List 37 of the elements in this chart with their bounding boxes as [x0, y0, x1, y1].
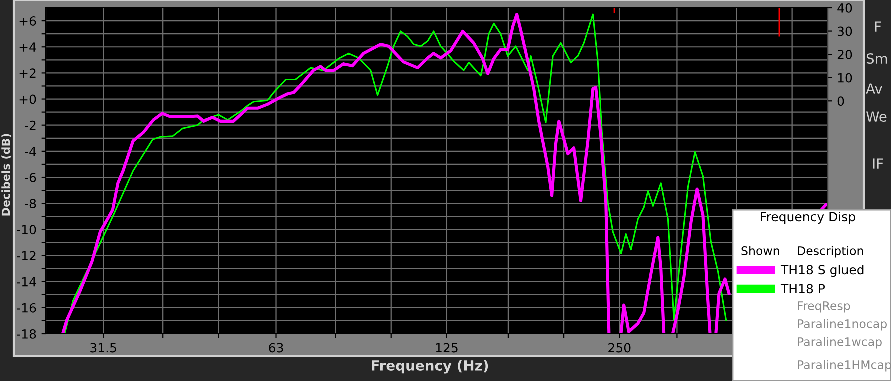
y-tick-label: -14 [17, 277, 36, 287]
text: IF [873, 158, 884, 169]
text: Av [866, 84, 882, 94]
text: Sm [866, 54, 888, 64]
y-tick-label: -4 [25, 147, 36, 156]
y-axis-title: Decibels (dB) [2, 134, 12, 216]
x-tick-label: 31.5 [90, 343, 116, 353]
y-tick-label: -10 [17, 225, 36, 235]
y2-tick-label: 40 [838, 3, 852, 13]
legend-label: TH18 S glued [780, 265, 864, 278]
y2-tick-label: 0 [838, 96, 844, 106]
y2-tick-label: 30 [838, 26, 852, 36]
y2-tick-label: 10 [838, 73, 852, 83]
y-tick-label: +4 [20, 42, 36, 52]
y-tick-label: -8 [25, 199, 36, 209]
y-tick-label: -2 [25, 120, 36, 130]
y-tick-label: -18 [17, 329, 36, 339]
annotation: Frequency Disp [761, 212, 856, 224]
text: Paraline1wcap [798, 337, 882, 349]
y-tick-label: +0 [20, 94, 36, 104]
x-tick-label: 250 [608, 343, 631, 353]
annotation: Description [798, 246, 864, 258]
legend-label: TH18 P [780, 284, 826, 294]
text: We [866, 112, 887, 122]
y-tick-label: -12 [17, 251, 36, 261]
x-tick-label: 63 [269, 343, 284, 353]
x-axis-title: Frequency (Hz) [372, 360, 488, 374]
annotation: Shown [742, 246, 780, 256]
annotation: Paraline1nocap [798, 319, 888, 331]
text: F [875, 22, 882, 32]
y2-tick-label: 20 [838, 50, 852, 60]
y-tick-label: -6 [25, 172, 36, 182]
x-tick-label: 125 [436, 343, 458, 353]
annotation: FreqResp [798, 302, 850, 313]
y-tick-label: +2 [20, 68, 36, 78]
y-tick-label: +6 [20, 16, 36, 26]
y-tick-label: -16 [17, 303, 36, 313]
